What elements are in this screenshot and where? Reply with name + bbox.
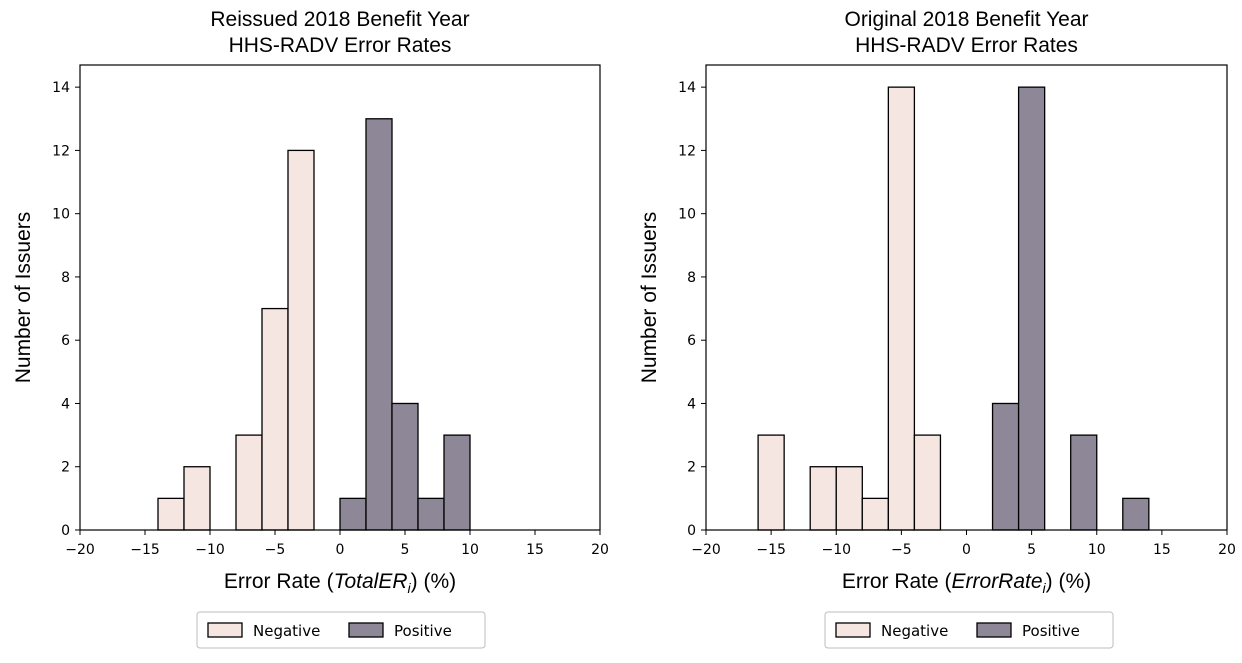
legend: Negative Positive — [824, 611, 1114, 649]
histogram-bar-positive — [391, 402, 419, 531]
x-tick-label: −5 — [265, 542, 286, 558]
y-tick-label: 4 — [687, 396, 696, 412]
x-tick-label: 15 — [526, 542, 544, 558]
histogram-bar-negative — [287, 149, 315, 531]
y-tick-label: 8 — [687, 270, 696, 286]
y-tick-label: 2 — [687, 460, 696, 476]
x-axis-label-variable: TotalER — [334, 570, 408, 593]
histogram-bar-negative — [913, 434, 942, 531]
plot-frame — [79, 64, 601, 531]
y-tick-label: 12 — [52, 143, 70, 159]
histogram-bar-negative — [157, 497, 185, 531]
y-tick-label: 2 — [61, 460, 70, 476]
x-axis-label-variable: ErrorRate — [952, 570, 1043, 593]
legend-box — [824, 611, 1114, 649]
x-axis-label-subscript: i — [408, 580, 412, 596]
x-tick-label: 20 — [1218, 542, 1236, 558]
y-tick-label: 0 — [61, 523, 70, 539]
histogram-bar-negative — [757, 434, 785, 531]
x-axis-label-prefix: Error Rate ( — [842, 570, 952, 593]
x-axis-label-suffix: ) (%) — [411, 570, 457, 593]
histogram-bar-negative — [809, 466, 837, 531]
chart-title-line1: Original 2018 Benefit Year — [844, 8, 1088, 31]
legend-label-positive: Positive — [1022, 622, 1080, 640]
x-tick-label: −10 — [195, 542, 225, 558]
y-tick-label: 0 — [687, 523, 696, 539]
histogram-bar-positive — [1070, 434, 1098, 531]
right-histogram-panel: Original 2018 Benefit Year HHS-RADV Error… — [638, 8, 1236, 649]
histogram-bar-positive — [443, 434, 471, 531]
y-tick-label: 14 — [52, 80, 70, 96]
x-tick-label: −15 — [130, 542, 160, 558]
x-tick-label: 5 — [401, 542, 410, 558]
y-tick-label: 4 — [61, 396, 70, 412]
histogram-bar-negative — [261, 307, 289, 531]
x-tick-label: 10 — [1088, 542, 1106, 558]
x-tick-label: −5 — [891, 542, 912, 558]
histogram-bar-negative — [183, 466, 211, 531]
x-tick-label: −20 — [691, 542, 721, 558]
histogram-bar-positive — [339, 497, 367, 531]
x-tick-label: 20 — [591, 542, 609, 558]
x-tick-label: 0 — [336, 542, 345, 558]
x-axis-label-subscript: i — [1043, 580, 1047, 596]
legend-label-negative: Negative — [253, 622, 320, 640]
y-tick-label: 8 — [61, 270, 70, 286]
histogram-bar-positive — [417, 497, 445, 531]
histogram-bar-positive — [1122, 497, 1150, 531]
x-axis-label-suffix: ) (%) — [1046, 570, 1092, 593]
legend-label-negative: Negative — [881, 622, 948, 640]
histogram-bar-negative — [235, 434, 263, 531]
x-tick-label: −20 — [65, 542, 95, 558]
legend-swatch-positive — [348, 622, 384, 638]
chart-title-line2: HHS-RADV Error Rates — [855, 34, 1078, 57]
x-tick-label: 0 — [962, 542, 971, 558]
x-axis-label: Error Rate (ErrorRatei) (%) — [842, 570, 1091, 596]
left-histogram-panel: Reissued 2018 Benefit Year HHS-RADV Error… — [12, 8, 609, 649]
y-tick-label: 14 — [678, 80, 696, 96]
legend-swatch-negative — [835, 622, 871, 638]
chart-title-line1: Reissued 2018 Benefit Year — [210, 8, 469, 31]
x-axis-label-prefix: Error Rate ( — [224, 570, 334, 593]
y-tick-label: 6 — [687, 333, 696, 349]
legend-box — [196, 611, 486, 649]
y-axis-label: Number of Issuers — [638, 212, 661, 384]
y-tick-label: 12 — [678, 143, 696, 159]
x-tick-label: 15 — [1153, 542, 1171, 558]
x-tick-label: −10 — [821, 542, 851, 558]
y-tick-label: 10 — [52, 207, 70, 223]
histogram-bar-negative — [835, 466, 863, 531]
x-tick-label: 10 — [461, 542, 479, 558]
x-axis-label: Error Rate (TotalERi) (%) — [224, 570, 456, 596]
y-tick-label: 6 — [61, 333, 70, 349]
legend-swatch-positive — [976, 622, 1012, 638]
histogram-bar-positive — [991, 402, 1020, 531]
histogram-bar-positive — [365, 118, 393, 531]
legend-swatch-negative — [207, 622, 243, 638]
legend-label-positive: Positive — [394, 622, 452, 640]
y-axis-label: Number of Issuers — [12, 212, 35, 384]
histogram-bar-negative — [887, 86, 916, 531]
histogram-bar-negative — [861, 497, 889, 531]
x-tick-label: 5 — [1027, 542, 1036, 558]
x-tick-label: −15 — [756, 542, 786, 558]
legend: Negative Positive — [196, 611, 486, 649]
histogram-bar-positive — [1017, 86, 1046, 531]
chart-title-line2: HHS-RADV Error Rates — [229, 34, 452, 57]
y-tick-label: 10 — [678, 207, 696, 223]
